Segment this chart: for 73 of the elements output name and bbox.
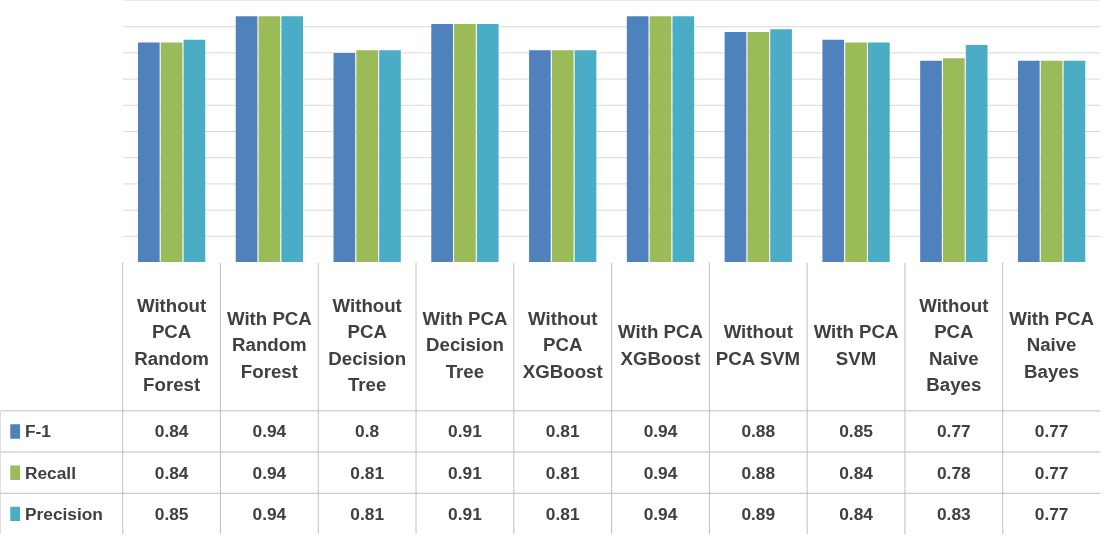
data-label: 0.83 [936,503,972,524]
data-label: 0.94 [643,503,678,524]
bar [379,50,401,262]
x-tick-label: Without PCA XGBoost [522,308,603,382]
x-tick-label: Without PCA SVM [715,321,801,369]
data-label: 0.81 [545,462,580,483]
data-label: 0.85 [154,503,189,524]
x-tick-label: Without PCA Decision Tree [328,295,407,395]
data-label: 0.94 [252,462,287,483]
bar [965,45,988,262]
data-label: 0.84 [154,421,189,442]
bar [943,58,965,262]
data-label: 0.84 [839,503,874,524]
data-label: 0.77 [1034,503,1069,524]
bar [1063,60,1086,262]
data-label: 0.81 [350,462,385,483]
bar [281,16,304,262]
bar [920,60,942,262]
bar [868,42,890,262]
bar [574,50,597,262]
data-label: 0.94 [252,503,287,524]
bar [529,50,551,262]
bar [137,42,160,262]
data-label: 0.78 [936,462,972,483]
bar [649,16,672,262]
bar [333,52,356,262]
x-tick-label: Without PCA Naive Bayes [919,295,989,395]
data-label: 0.85 [839,421,874,442]
bar [356,50,378,262]
data-label: 0.84 [839,462,874,483]
x-tick-label: With PCA Naive Bayes [1009,308,1095,382]
data-label: 0.94 [643,421,678,442]
bar [845,42,867,262]
data-label: 0.8 [355,421,380,442]
data-label: 0.81 [545,421,580,442]
data-label: 0.77 [936,421,971,442]
bar [551,50,574,262]
bar [1040,60,1063,262]
data-label: 0.94 [643,462,678,483]
data-label: 0.91 [448,421,483,442]
data-label: 0.89 [741,503,776,524]
bar [724,31,747,262]
bar [258,16,281,262]
bar [747,31,770,262]
x-tick-label: With PCA Random Forest [226,308,312,382]
data-label: 0.88 [741,462,776,483]
data-label: 0.91 [448,462,483,483]
data-label: 0.88 [741,421,776,442]
bar [160,42,183,262]
bar [476,24,499,262]
data-label: 0.84 [154,462,189,483]
data-label: 0.94 [252,421,287,442]
bar [454,24,476,262]
data-label: 0.91 [448,503,483,524]
bar [626,16,649,262]
legend-label: F-1 [24,421,52,442]
data-label: 0.81 [545,503,580,524]
bar [1017,60,1040,262]
data-label: 0.77 [1034,421,1069,442]
x-tick-label: With PCA Decision Tree [422,308,508,382]
bar [672,16,695,262]
x-tick-label: Without PCA Random Forest [134,295,209,395]
legend-label: Recall [24,462,77,483]
data-label: 0.77 [1034,462,1069,483]
data-label: 0.81 [350,503,385,524]
x-tick-label: With PCA XGBoost [618,321,703,369]
bar [431,24,453,262]
bar [822,39,845,262]
bar [770,29,792,262]
legend-label: Precision [24,503,103,524]
x-tick-label: With PCA SVM [813,321,899,369]
bar [235,16,258,262]
bar [183,39,206,262]
